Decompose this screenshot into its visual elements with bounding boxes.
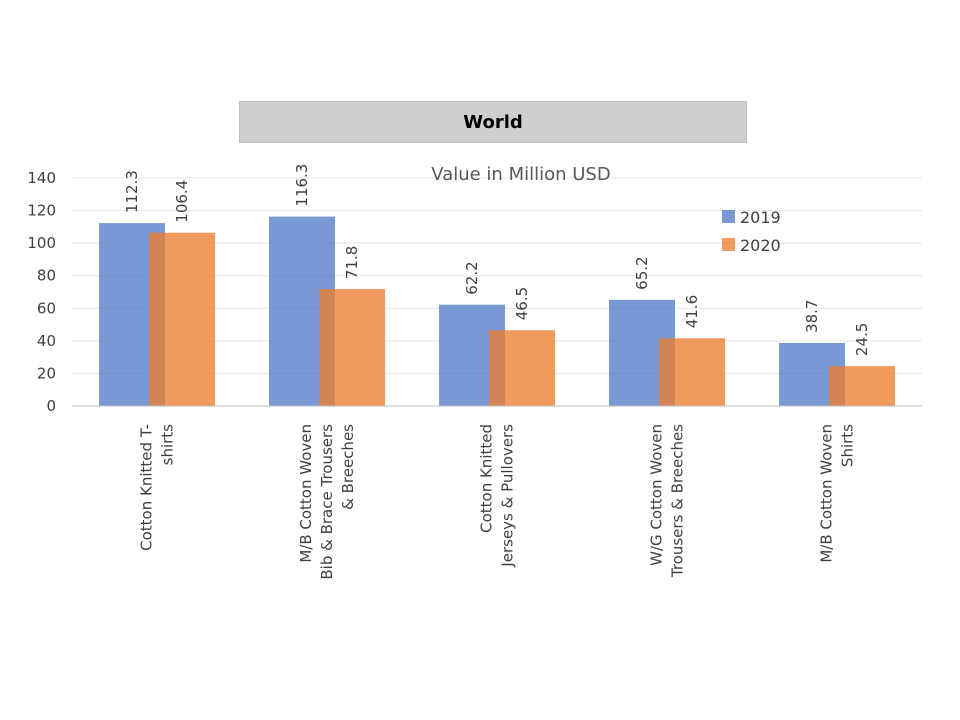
x-category-label: M/B Cotton Woven Bib & Brace Trousers & Br… [297,424,357,580]
y-tick-label: 60 [37,299,56,317]
y-tick-label: 100 [27,234,56,252]
x-category-label-line: shirts [159,424,177,466]
data-label: 71.8 [343,246,361,279]
legend-label: 2019 [740,208,781,227]
data-label: 106.4 [173,180,191,223]
y-tick-label: 20 [37,364,56,382]
banner-title: World [463,111,523,133]
y-tick-label: 40 [37,332,56,350]
x-category-label-line: Jerseys & Pullovers [499,424,517,568]
x-category-label: Cotton Knitted Jerseys & Pullovers [478,424,517,568]
x-category-label-line: Trousers & Breeches [669,424,687,578]
x-category-label-line: & Breeches [339,424,357,510]
chart-subtitle: Value in Million USD [431,164,610,185]
x-category-label-line: M/B Cotton Woven [818,424,836,563]
bar-2020 [149,232,215,406]
data-label: 24.5 [853,323,871,356]
data-label: 116.3 [293,164,311,207]
data-label: 41.6 [683,295,701,328]
x-category-label-line: Shirts [839,424,857,467]
y-tick-label: 120 [27,202,56,220]
data-label: 112.3 [123,170,141,213]
chart-banner: World [239,101,747,143]
bars [99,216,895,406]
bar-2020 [319,289,385,406]
data-label: 62.2 [463,261,481,294]
legend-swatch-2020 [722,238,735,251]
bar-2020 [489,330,555,406]
x-category-label-line: Cotton Knitted T- [138,424,156,551]
bar-2020 [829,366,895,406]
x-category-label: M/B Cotton Woven Shirts [818,424,857,563]
y-axis: 0 20 40 60 80 100 120 140 [27,169,56,415]
x-category-label-line: Cotton Knitted [478,424,496,533]
data-label: 38.7 [803,300,821,333]
x-category-label-line: W/G Cotton Woven [648,424,666,566]
data-label: 46.5 [513,287,531,320]
x-category-label-line: Bib & Brace Trousers [318,424,336,580]
legend-label: 2020 [740,236,781,255]
x-axis: Cotton Knitted T-shirts M/B Cotton Woven B… [72,405,922,580]
y-tick-label: 140 [27,169,56,187]
x-category-label-line: M/B Cotton Woven [297,424,315,563]
bar-2020 [659,338,725,406]
y-tick-label: 0 [46,397,56,415]
legend-swatch-2019 [722,210,735,223]
legend: 2019 2020 [722,208,781,255]
x-category-label: Cotton Knitted T-shirts [138,424,177,551]
data-labels: 112.3 106.4 116.3 71.8 62.2 46.5 65.2 41.6 38.7 2… [123,164,871,356]
y-tick-label: 80 [37,267,56,285]
x-category-label: W/G Cotton Woven Trousers & Breeches [648,424,687,578]
data-label: 65.2 [633,256,651,289]
